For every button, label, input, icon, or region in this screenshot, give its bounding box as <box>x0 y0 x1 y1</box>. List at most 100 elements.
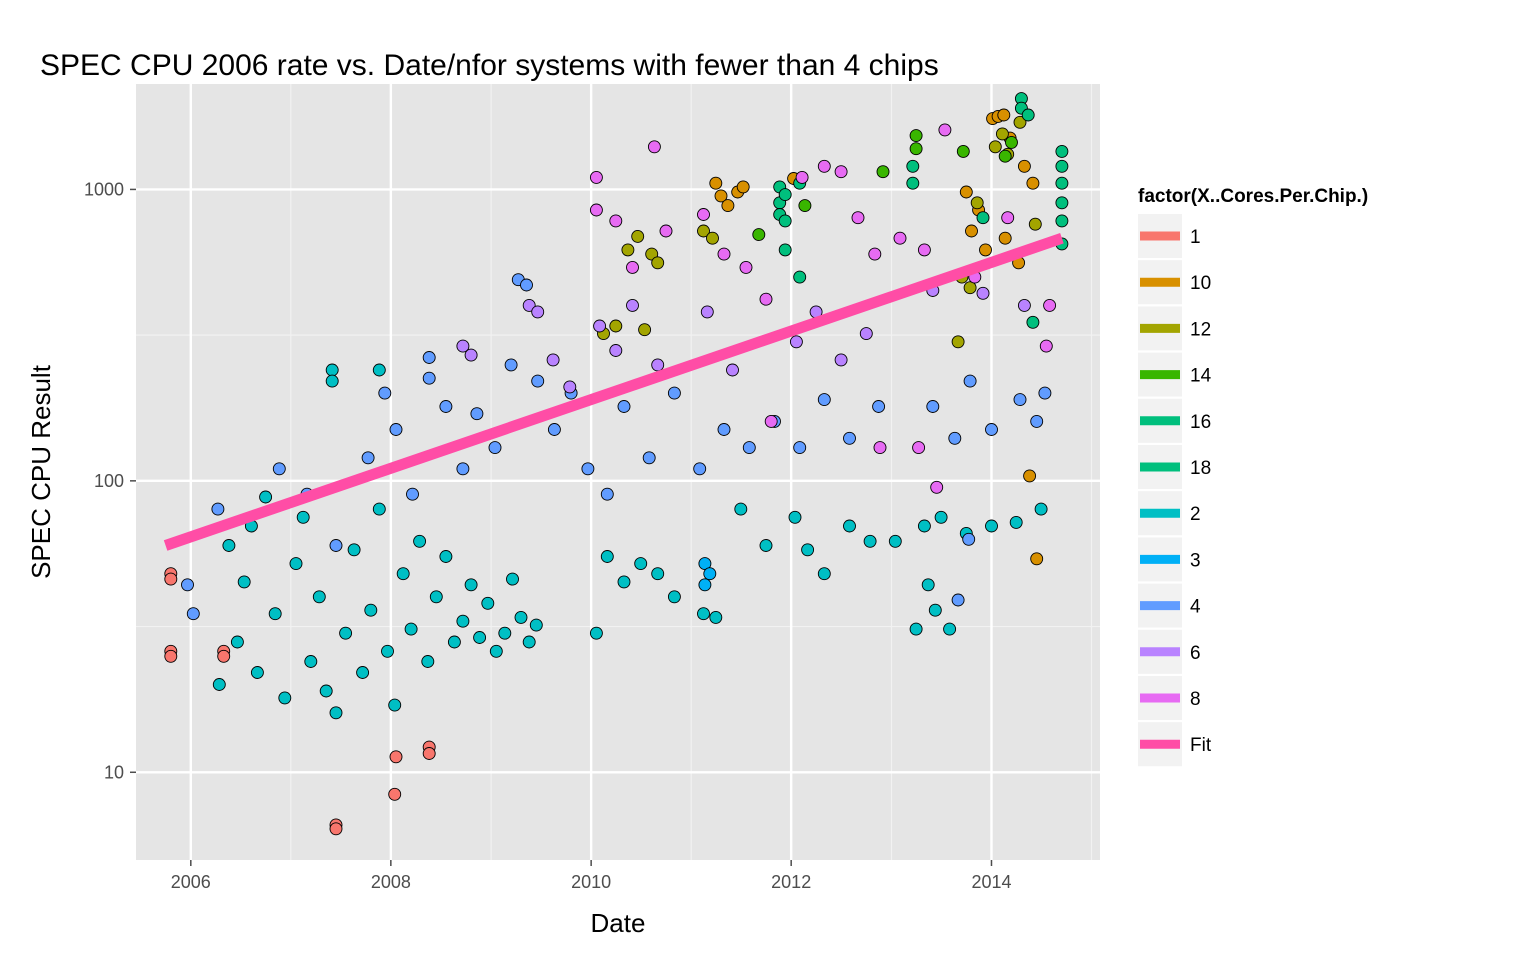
data-point <box>634 557 648 571</box>
data-point <box>851 211 865 225</box>
data-point <box>739 260 753 274</box>
data-point <box>778 214 792 228</box>
data-point <box>522 298 536 312</box>
data-point <box>319 684 333 698</box>
data-point <box>589 203 603 217</box>
legend-label: 2 <box>1190 504 1201 525</box>
data-point <box>325 363 339 377</box>
legend-label: 10 <box>1190 273 1211 294</box>
data-point <box>817 393 831 407</box>
data-point <box>909 622 923 636</box>
data-point <box>651 256 665 270</box>
data-point <box>778 243 792 257</box>
data-point <box>289 557 303 571</box>
data-point <box>734 502 748 516</box>
data-point <box>1038 386 1052 400</box>
chart-title: SPEC CPU 2006 rate vs. Date/nfor systems… <box>40 49 939 82</box>
data-point <box>600 550 614 563</box>
data-point <box>706 231 719 245</box>
data-point <box>1028 217 1042 231</box>
data-point <box>912 441 926 455</box>
data-point <box>212 678 226 691</box>
legend-label: 4 <box>1190 597 1201 618</box>
data-point <box>222 539 236 552</box>
data-point <box>893 231 907 245</box>
x-tick-label: 2008 <box>371 872 411 892</box>
data-point <box>1034 502 1048 516</box>
data-point <box>470 407 484 421</box>
y-tick-label: 100 <box>94 471 124 491</box>
data-point <box>531 374 545 388</box>
data-point <box>717 423 731 436</box>
data-point <box>439 550 453 563</box>
data-point <box>703 567 717 581</box>
data-point <box>817 567 831 581</box>
data-point <box>339 626 353 640</box>
data-point <box>631 229 645 243</box>
legend-label: 14 <box>1190 366 1212 387</box>
data-point <box>404 622 418 636</box>
y-tick-label: 10 <box>104 762 124 782</box>
data-point <box>422 351 436 364</box>
data-point <box>464 348 478 362</box>
data-point <box>1005 135 1018 149</box>
data-point <box>464 578 478 592</box>
legend-label: 6 <box>1190 643 1201 664</box>
data-point <box>1030 414 1044 428</box>
data-point <box>609 214 623 228</box>
data-point <box>667 386 681 400</box>
data-point <box>421 655 435 668</box>
x-tick-label: 2010 <box>571 872 611 892</box>
data-point <box>693 462 707 476</box>
data-point <box>609 344 623 357</box>
data-point <box>659 224 673 238</box>
data-point <box>364 603 378 617</box>
data-point <box>717 247 731 261</box>
data-point <box>250 666 264 679</box>
data-point <box>1055 176 1069 190</box>
data-point <box>962 532 976 546</box>
data-point <box>793 441 807 455</box>
data-point <box>1030 552 1044 566</box>
fit-line <box>163 233 1064 551</box>
data-point <box>356 666 370 679</box>
data-point <box>859 327 873 341</box>
data-point <box>793 270 807 284</box>
data-point <box>795 170 809 184</box>
data-point <box>325 374 339 388</box>
data-point <box>186 607 200 621</box>
data-point <box>1055 144 1069 158</box>
data-point <box>638 323 652 337</box>
data-point <box>531 305 545 319</box>
data-point <box>259 490 273 504</box>
data-point <box>237 575 251 589</box>
data-point <box>546 353 560 367</box>
data-point <box>697 208 710 221</box>
data-point <box>388 787 402 801</box>
data-point <box>873 441 887 455</box>
data-point <box>296 510 310 524</box>
data-point <box>976 286 990 300</box>
data-point <box>928 603 942 617</box>
data-point <box>788 510 802 524</box>
data-point <box>709 610 723 624</box>
data-point <box>1055 159 1069 173</box>
data-point <box>481 596 495 610</box>
legend-label: 18 <box>1190 458 1211 479</box>
data-point <box>617 575 631 589</box>
data-point <box>547 423 561 436</box>
data-point <box>917 243 931 257</box>
legend: factor(X..Cores.Per.Chip.) 1 10 12 14 16 18 2 3… <box>1138 186 1368 767</box>
data-point <box>1013 393 1027 407</box>
data-point <box>876 165 890 179</box>
data-point <box>817 159 831 173</box>
data-point <box>396 567 410 581</box>
data-point <box>956 144 970 158</box>
data-point <box>514 610 528 624</box>
data-point <box>361 451 375 465</box>
legend-title: factor(X..Cores.Per.Chip.) <box>1138 186 1368 207</box>
data-point <box>456 339 470 353</box>
data-point <box>759 539 773 552</box>
data-point <box>998 231 1012 245</box>
